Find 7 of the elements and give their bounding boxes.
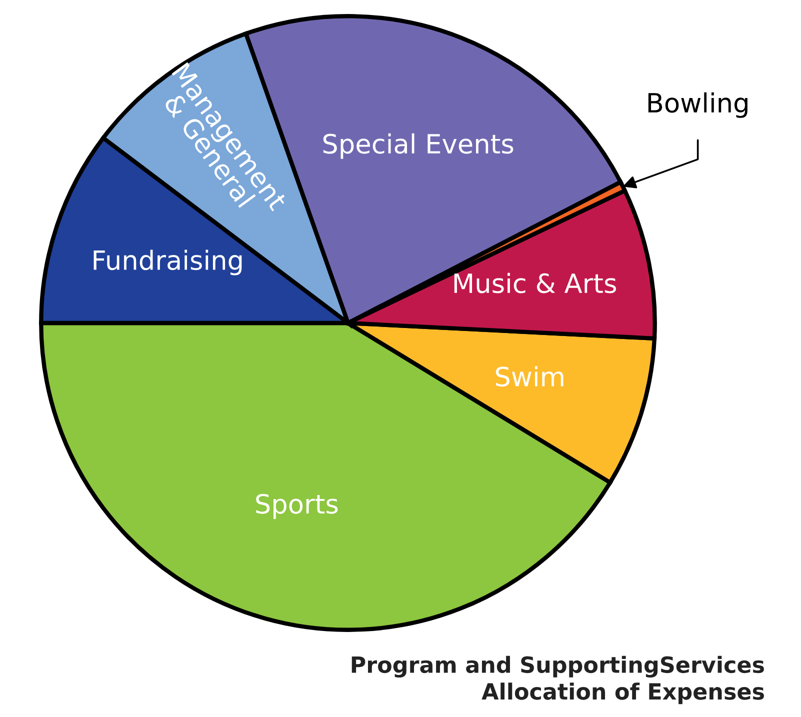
slice-label: Special Events xyxy=(323,133,514,159)
slice-label: Swim xyxy=(496,366,564,387)
slice-label: Fundraising xyxy=(94,250,242,276)
text: Program and SupportingServices Allocation of Expenses xyxy=(352,656,764,704)
slice-label: Sports xyxy=(256,494,338,519)
slice-label: Music & Arts xyxy=(454,272,616,294)
slice-label: Bowling xyxy=(648,92,748,118)
